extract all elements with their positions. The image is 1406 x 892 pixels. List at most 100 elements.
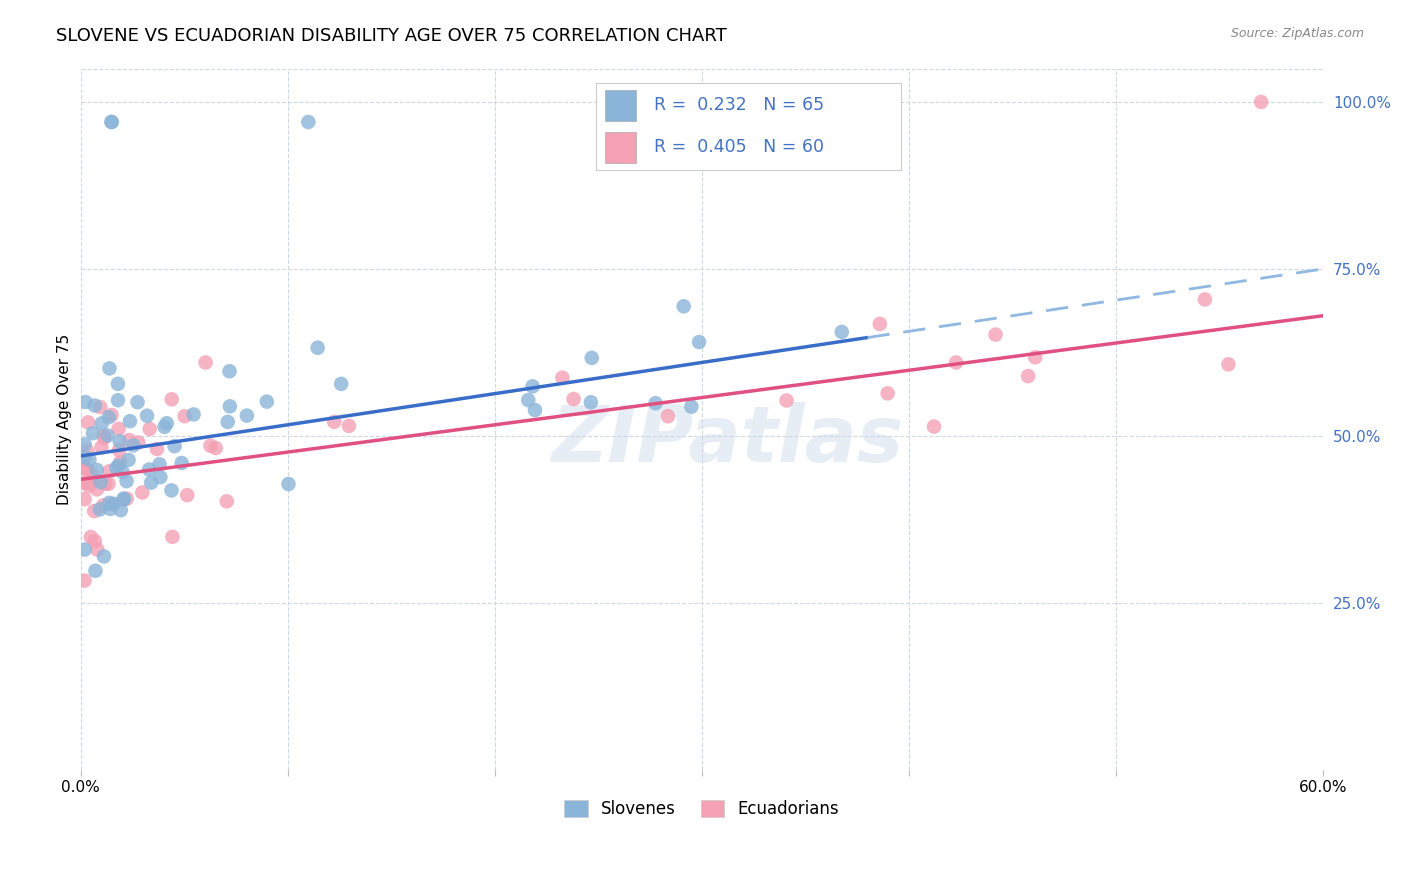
- Point: [108, 455, 131, 469]
- Point: [98, 502, 121, 516]
- Legend: Slovenes, Ecuadorians: Slovenes, Ecuadorians: [558, 793, 846, 825]
- Point: [194, 355, 217, 369]
- Point: [156, 417, 179, 431]
- Point: [118, 414, 141, 428]
- Point: [105, 460, 128, 475]
- Point: [83, 399, 105, 413]
- Point: [127, 395, 149, 409]
- Point: [108, 443, 131, 458]
- Point: [330, 376, 353, 391]
- Point: [163, 439, 186, 453]
- Point: [86, 483, 108, 497]
- Point: [97, 410, 120, 425]
- Point: [75, 450, 97, 465]
- Point: [98, 361, 121, 376]
- Point: [522, 379, 544, 393]
- Point: [1218, 357, 1240, 371]
- Point: [79, 452, 101, 467]
- Point: [112, 491, 135, 506]
- Point: [82, 426, 104, 441]
- Point: [110, 503, 132, 517]
- Point: [297, 115, 319, 129]
- Point: [218, 399, 240, 413]
- Point: [869, 317, 891, 331]
- Point: [200, 439, 222, 453]
- Point: [107, 458, 129, 473]
- Point: [107, 393, 129, 408]
- Point: [98, 464, 121, 478]
- Point: [73, 542, 96, 557]
- Point: [100, 408, 122, 422]
- Point: [100, 115, 122, 129]
- Point: [831, 325, 853, 339]
- Point: [107, 376, 129, 391]
- Point: [1250, 95, 1272, 109]
- Point: [73, 461, 96, 475]
- Point: [876, 386, 898, 401]
- Point: [644, 396, 666, 410]
- Point: [115, 491, 138, 506]
- Point: [93, 549, 115, 564]
- Point: [562, 392, 585, 406]
- Point: [236, 409, 259, 423]
- Point: [73, 437, 96, 451]
- Point: [149, 470, 172, 484]
- Point: [256, 394, 278, 409]
- Point: [86, 463, 108, 477]
- Point: [1017, 369, 1039, 384]
- Point: [73, 475, 96, 490]
- Point: [1024, 351, 1046, 365]
- Y-axis label: Disability Age Over 75: Disability Age Over 75: [58, 334, 72, 505]
- Point: [215, 494, 238, 508]
- Point: [204, 441, 226, 455]
- Point: [115, 474, 138, 488]
- Point: [73, 492, 96, 507]
- Point: [80, 467, 103, 482]
- Point: [97, 476, 120, 491]
- Point: [581, 351, 603, 365]
- Point: [153, 420, 176, 434]
- Point: [160, 483, 183, 498]
- Point: [551, 370, 574, 384]
- Point: [111, 465, 134, 479]
- Point: [523, 403, 546, 417]
- Point: [217, 415, 239, 429]
- Point: [579, 395, 602, 409]
- Point: [73, 574, 96, 588]
- Point: [91, 499, 114, 513]
- Point: [76, 443, 98, 458]
- Point: [657, 409, 679, 424]
- Point: [79, 475, 101, 490]
- Point: [131, 485, 153, 500]
- Point: [176, 488, 198, 502]
- Point: [90, 417, 112, 431]
- Point: [922, 419, 945, 434]
- Point: [94, 476, 117, 491]
- Point: [80, 530, 103, 544]
- Point: [84, 564, 107, 578]
- Point: [1194, 293, 1216, 307]
- Point: [82, 474, 104, 488]
- Point: [138, 422, 160, 436]
- Point: [307, 341, 329, 355]
- Point: [945, 355, 967, 369]
- Point: [138, 462, 160, 476]
- Text: Source: ZipAtlas.com: Source: ZipAtlas.com: [1230, 27, 1364, 40]
- Point: [218, 364, 240, 378]
- Point: [117, 453, 139, 467]
- Point: [97, 428, 120, 442]
- Point: [146, 442, 169, 456]
- Point: [83, 534, 105, 549]
- Point: [90, 475, 112, 489]
- Point: [136, 409, 159, 423]
- Point: [672, 299, 695, 313]
- Point: [984, 327, 1007, 342]
- Point: [127, 435, 149, 450]
- Point: [277, 477, 299, 491]
- Point: [148, 458, 170, 472]
- Point: [103, 497, 125, 511]
- Point: [89, 400, 111, 414]
- Point: [112, 492, 135, 507]
- Point: [93, 431, 115, 445]
- Point: [108, 434, 131, 449]
